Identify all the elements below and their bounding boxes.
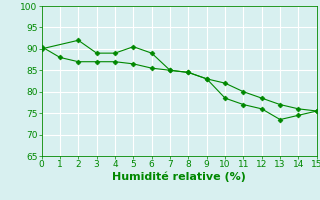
X-axis label: Humidité relative (%): Humidité relative (%)	[112, 172, 246, 182]
